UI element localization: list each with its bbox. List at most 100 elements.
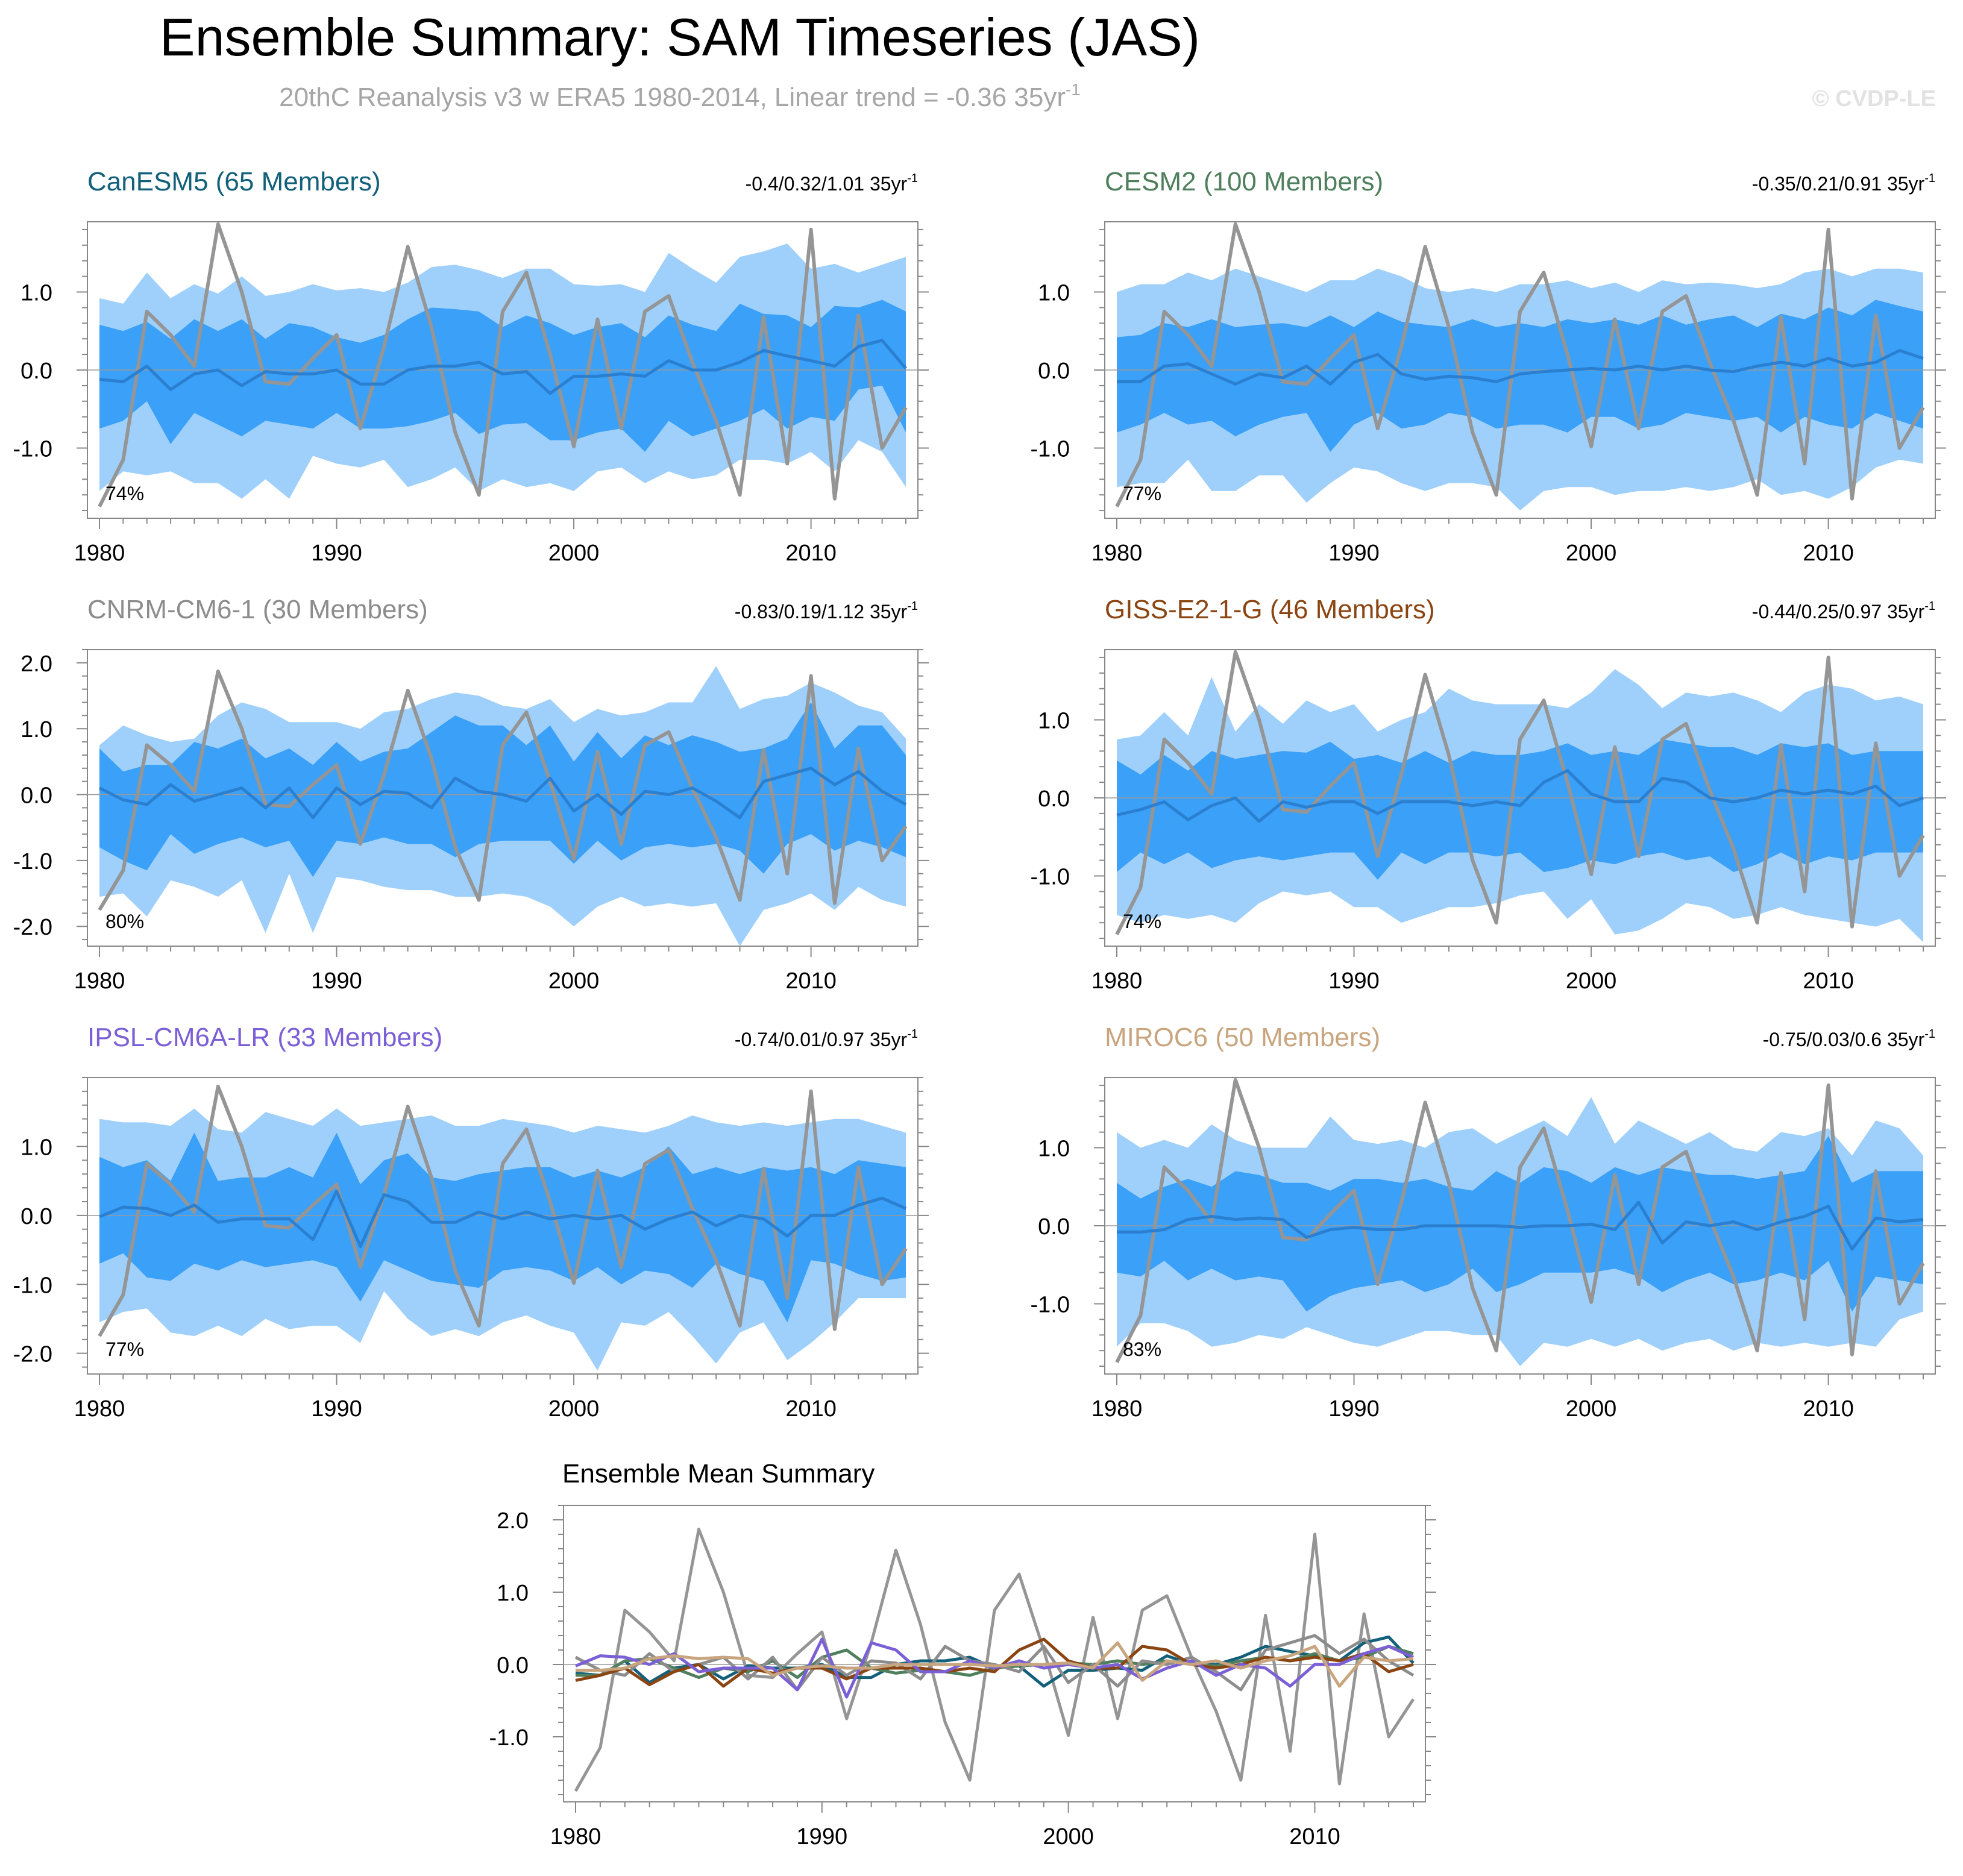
plot-body [87,222,918,507]
x-tick-label: 1990 [1328,1396,1380,1422]
plot-body [564,1528,1425,1792]
y-tick-label: -2.0 [13,915,52,940]
observations-line [1115,222,1925,507]
panel-0: 1.0 0.0 -1.0 1980 1990 2000 2010 CanESM5 (65 Me… [13,167,929,566]
trend-label-main: -0.75/0.03/0.6 35yr [1763,1029,1925,1050]
panels: 1.0 0.0 -1.0 1980 1990 2000 2010 CanESM5 (65 Me… [13,167,1946,1849]
y-tick-label: 0.0 [20,359,52,384]
trend-label: -0.35/0.21/0.91 35yr-1 [1752,172,1935,195]
y-tick-label: -1.0 [13,849,52,874]
y-tick-label: 0.0 [20,1204,52,1229]
x-tick-label: 1990 [311,1396,362,1422]
x-tick-label: 1990 [797,1824,848,1849]
x-tick-label: 2000 [548,968,600,994]
x-tick-label: 2000 [1043,1824,1094,1849]
panel-title: IPSL-CM6A-LR (33 Members) [87,1023,442,1052]
x-tick-label: 2000 [1566,1396,1617,1422]
trend-label-sup: -1 [907,600,918,613]
y-tick-label: 1.0 [20,281,52,306]
trend-label-sup: -1 [907,172,918,185]
x-tick-label: 1980 [74,541,125,566]
x-tick-label: 1990 [1328,968,1380,994]
trend-label-sup: -1 [1924,600,1935,613]
figure-subtitle-main: 20thC Reanalysis v3 w ERA5 1980-2014, Li… [279,83,1066,112]
x-tick-label: 2000 [548,1396,600,1422]
plot-body [87,666,918,946]
band-25-75-percentile [1117,300,1923,452]
y-tick-label: 1.0 [1038,1137,1070,1162]
trend-label-main: -0.4/0.32/1.01 35yr [746,173,908,195]
percent-label: 74% [1123,911,1161,932]
trend-label-main: -0.83/0.19/1.12 35yr [735,601,908,623]
panel-5: 1.0 0.0 -1.0 1980 1990 2000 2010 MIROC6 (50 Mem… [1031,1023,1946,1422]
panel-2: 2.0 1.0 0.0 -1.0 -2.0 1980 1990 2000 2010 CNRM-CM… [13,595,929,994]
x-tick-label: 2000 [1566,541,1617,566]
trend-label-main: -0.74/0.01/0.97 35yr [735,1029,908,1050]
panel-1: 1.0 0.0 -1.0 1980 1990 2000 2010 CESM2 (100 Mem… [1031,167,1946,566]
trend-label: -0.44/0.25/0.97 35yr-1 [1752,600,1935,623]
y-tick-label: 1.0 [20,717,52,742]
trend-label: -0.74/0.01/0.97 35yr-1 [735,1027,918,1050]
x-tick-label: 2010 [785,968,837,994]
ensemble-mean-line [1117,1200,1924,1251]
y-tick-label: 2.0 [20,651,52,677]
x-tick-label: 1980 [1091,1396,1143,1422]
band-25-75-percentile [99,300,906,452]
y-tick-label: 0.0 [1038,359,1070,384]
ensemble-mean-5 [576,1641,1414,1688]
y-tick-label: 0.0 [1038,786,1070,812]
y-tick-label: -1.0 [1031,864,1070,889]
x-tick-label: 2010 [1803,968,1854,994]
panel-title: CESM2 (100 Members) [1105,167,1383,196]
percent-label: 74% [105,483,144,504]
panel-3: 1.0 0.0 -1.0 1980 1990 2000 2010 GISS-E2-1-G (4… [1031,595,1946,994]
percent-label: 77% [105,1338,144,1360]
x-tick-label: 2010 [1803,1396,1854,1422]
panel-4: 1.0 0.0 -1.0 -2.0 1980 1990 2000 2010 IPSL-CM6A-… [13,1023,929,1422]
x-tick-label: 1990 [1328,541,1380,566]
plot-body [87,1084,918,1371]
ensemble-mean-line [99,1190,907,1248]
band-25-75-percentile [1117,1136,1923,1312]
x-tick-label: 1990 [311,541,362,566]
y-tick-label: -1.0 [1031,1292,1070,1317]
panel-title: CanESM5 (65 Members) [87,167,381,196]
y-tick-label: 0.0 [1038,1214,1070,1240]
x-tick-label: 2010 [785,1396,837,1422]
trend-label-main: -0.44/0.25/0.97 35yr [1752,601,1925,623]
trend-label-sup: -1 [907,1027,918,1041]
figure-subtitle-sup: -1 [1066,80,1081,99]
band-25-75-percentile [1117,739,1923,880]
panel-6: 2.0 1.0 0.0 -1.0 1980 1990 2000 2010 Ensemble Me… [489,1459,1436,1849]
y-tick-label: -1.0 [489,1725,529,1751]
y-tick-label: 2.0 [497,1508,529,1534]
trend-label-main: -0.35/0.21/0.91 35yr [1752,173,1925,195]
x-tick-label: 2000 [1566,968,1617,994]
panel-title: GISS-E2-1-G (46 Members) [1105,595,1435,624]
x-tick-label: 1980 [74,1396,125,1422]
observations-line [1115,650,1925,935]
trend-label-sup: -1 [1924,172,1935,185]
y-tick-label: 0.0 [497,1653,529,1678]
plot-body [1105,650,1935,943]
y-tick-label: -1.0 [13,436,52,462]
trend-label: -0.4/0.32/1.01 35yr-1 [746,172,918,195]
ensemble-mean-line [1117,349,1924,386]
panel-title: MIROC6 (50 Members) [1105,1023,1380,1052]
trend-label: -0.75/0.03/0.6 35yr-1 [1763,1027,1935,1050]
y-tick-label: 0.0 [20,783,52,809]
x-tick-label: 1980 [550,1824,601,1849]
y-tick-label: 1.0 [497,1581,529,1606]
percent-label: 80% [105,911,144,932]
x-tick-label: 2000 [548,541,600,566]
x-tick-label: 1980 [1091,541,1143,566]
plot-body [1105,1078,1935,1367]
band-25-75-percentile [99,1132,906,1323]
percent-label: 83% [1123,1338,1161,1360]
figure-subtitle: 20thC Reanalysis v3 w ERA5 1980-2014, Li… [279,80,1081,112]
ensemble-mean-line [98,767,907,820]
trend-label: -0.83/0.19/1.12 35yr-1 [735,600,918,623]
y-tick-label: -2.0 [13,1342,52,1367]
panel-title: Ensemble Mean Summary [562,1459,875,1489]
